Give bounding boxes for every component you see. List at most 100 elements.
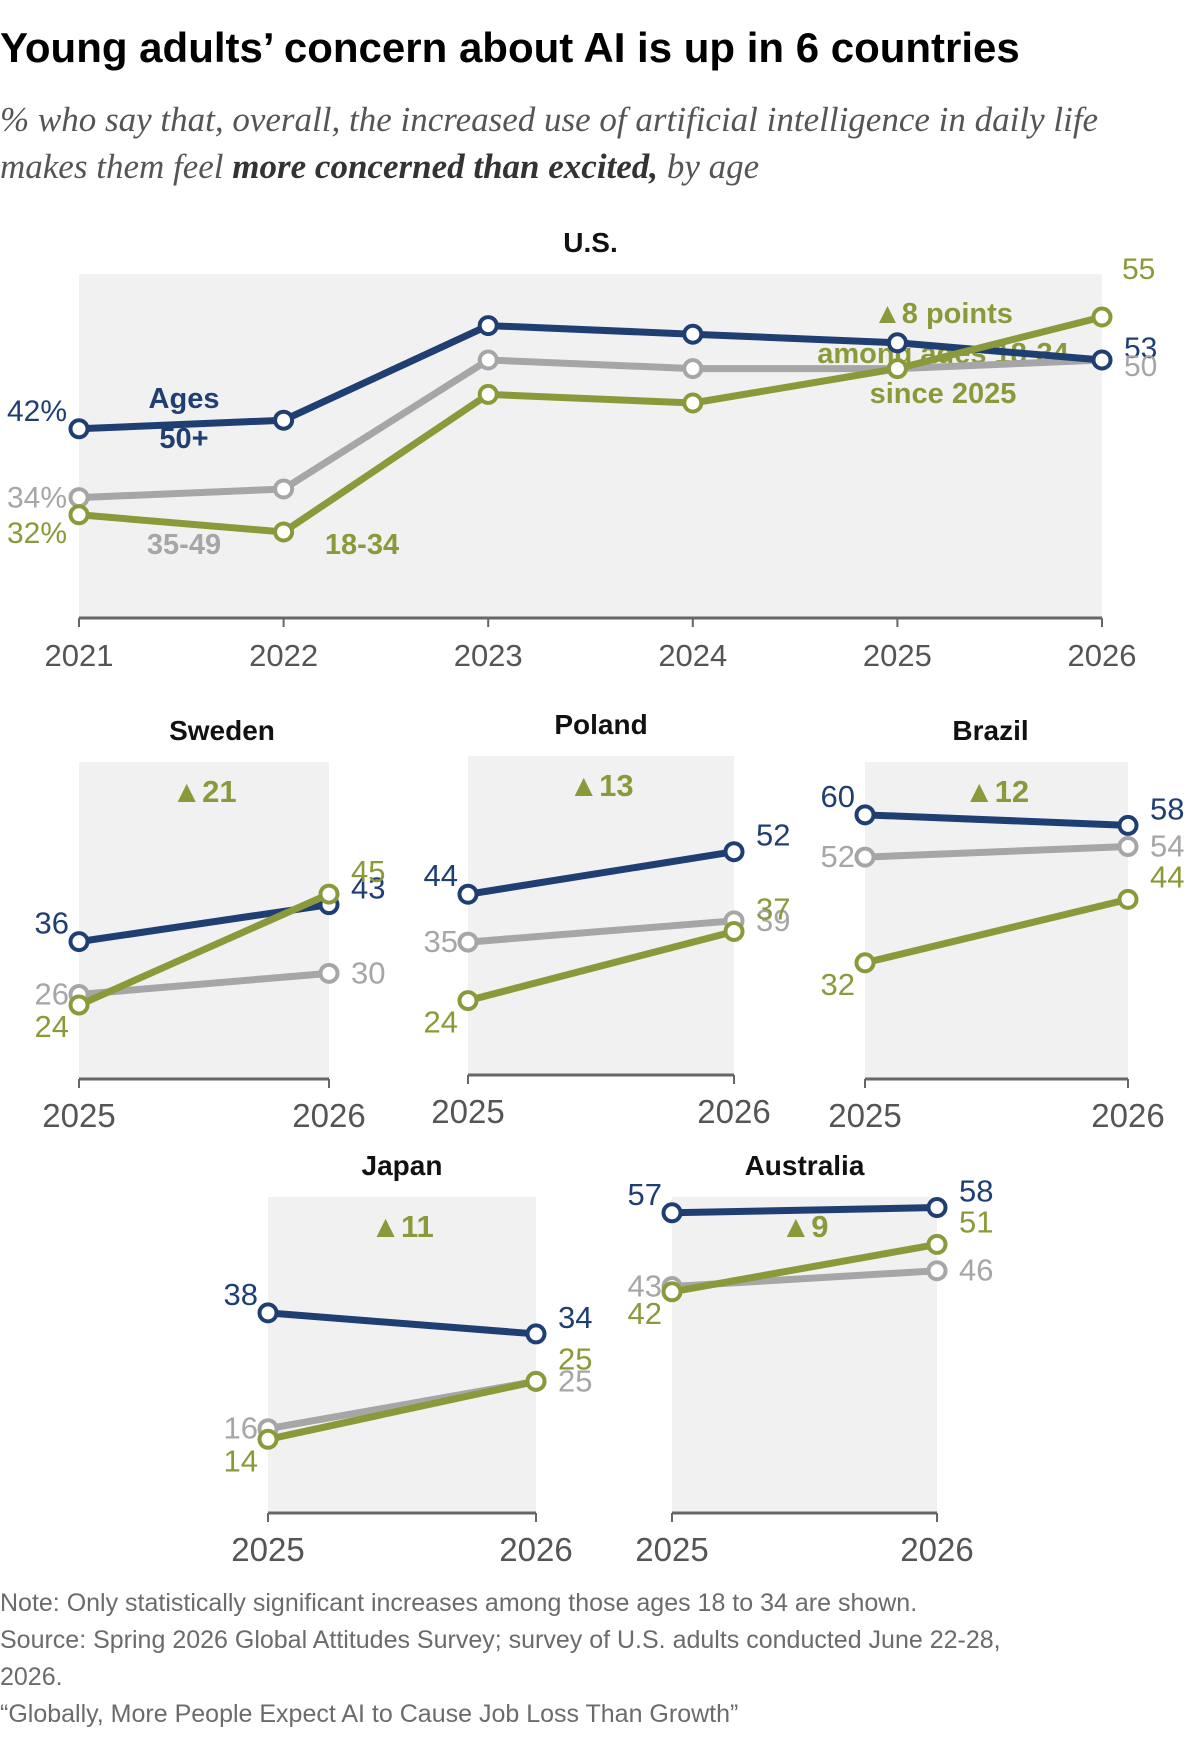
brazil-tick-label-2026: 2026 — [1091, 1097, 1164, 1134]
australia-series-35-49-point — [926, 1260, 948, 1282]
japan-plot-area — [268, 1197, 536, 1513]
japan-series-35-49-data-label: 25 — [558, 1363, 592, 1398]
sweden-series-35-49-line — [75, 969, 333, 998]
sweden-panel-title: Sweden — [169, 715, 275, 746]
u-s-increase-annotation: ▲8 points — [873, 298, 1013, 330]
sweden-series-35-49-data-label: 26 — [35, 976, 69, 1011]
japan-series-ages-50--point — [257, 1302, 279, 1324]
chart-title: Young adults’ concern about AI is up in … — [0, 24, 1020, 71]
australia-series-18-34-data-label: 51 — [959, 1204, 993, 1239]
brazil-series-18-34-data-label: 44 — [1150, 859, 1184, 894]
poland-series-35-49-data-label: 35 — [424, 924, 458, 959]
poland-increase-annotation: ▲13 — [568, 768, 633, 803]
brazil-tick-label-2025: 2025 — [828, 1097, 901, 1134]
poland-series-ages-50--point — [457, 883, 479, 905]
brazil-series-18-34-data-label: 32 — [821, 967, 855, 1002]
source-text-continued: 2026. — [0, 1663, 63, 1691]
poland-series-18-34-point — [457, 990, 479, 1012]
sweden-tick-label-2026: 2026 — [292, 1097, 365, 1134]
brazil-series-ages-50--point — [854, 804, 876, 826]
australia-tick-label-2025: 2025 — [635, 1531, 708, 1568]
u-s-series-ages-50--data-label: 42% — [7, 395, 67, 428]
poland-tick-label-2025: 2025 — [431, 1093, 504, 1130]
poland-plot-area — [468, 756, 734, 1075]
poland-series-18-34-data-label: 37 — [756, 891, 790, 926]
u-s-series-35-49-point — [477, 349, 499, 371]
u-s-increase-annotation: since 2025 — [870, 378, 1017, 410]
poland-series-ages-50--point — [723, 841, 745, 863]
japan-series-35-49-data-label: 16 — [224, 1411, 258, 1446]
brazil-series-18-34-line — [861, 895, 1132, 967]
sweden-series-18-34-data-label: 24 — [35, 1009, 69, 1044]
us-series-label-35-49: 35-49 — [147, 529, 221, 561]
poland-tick-label-2026: 2026 — [697, 1093, 770, 1130]
u-s-series-18-34-point — [682, 392, 704, 414]
sweden-series-18-34-point — [68, 994, 90, 1016]
poland-series-35-49-line — [464, 917, 738, 946]
australia-panel-title: Australia — [745, 1150, 865, 1181]
u-s-series-18-34-point — [477, 383, 499, 405]
u-s-series-35-49-point — [682, 358, 704, 380]
australia-plot-area — [672, 1197, 937, 1513]
u-s-series-18-34-point — [886, 358, 908, 380]
sweden-series-18-34-data-label: 45 — [351, 854, 385, 889]
u-s-series-35-49-point — [68, 487, 90, 509]
australia-series-ages-50--point — [926, 1197, 948, 1219]
japan-series-18-34-point — [525, 1370, 547, 1392]
japan-series-18-34-data-label: 25 — [558, 1341, 592, 1376]
poland-series-ages-50--data-label: 44 — [424, 858, 458, 893]
u-s-tick-label-2026: 2026 — [1068, 638, 1137, 673]
australia-series-ages-50--point — [661, 1202, 683, 1224]
japan-increase-annotation: ▲11 — [370, 1209, 433, 1244]
u-s-series-35-49-point — [273, 478, 295, 500]
u-s-tick-label-2021: 2021 — [45, 638, 114, 673]
u-s-series-ages-50--point — [68, 418, 90, 440]
poland-panel-title: Poland — [554, 709, 647, 740]
sweden-series-ages-50--data-label: 36 — [35, 906, 69, 941]
japan-tick-label-2025: 2025 — [231, 1531, 304, 1568]
brazil-series-35-49-line — [861, 843, 1132, 861]
brazil-series-ages-50--point — [1117, 814, 1139, 836]
u-s-series-18-34-data-label: 55 — [1122, 253, 1155, 286]
u-s-series-ages-50--point — [1091, 349, 1113, 371]
japan-series-18-34-line — [264, 1377, 540, 1443]
brazil-increase-annotation: ▲12 — [964, 774, 1029, 809]
subtitle-text-end: by age — [658, 147, 760, 186]
australia-tick-label-2026: 2026 — [900, 1531, 973, 1568]
brazil-plot-area — [865, 762, 1128, 1079]
u-s-series-ages-50--point — [682, 323, 704, 345]
australia-increase-annotation: ▲9 — [781, 1209, 829, 1244]
japan-series-ages-50--data-label: 38 — [224, 1277, 258, 1312]
us-series-label-50-plus: 50+ — [159, 423, 208, 455]
u-s-series-35-49-data-label: 34% — [7, 482, 67, 515]
sweden-series-35-49-point — [318, 962, 340, 984]
u-s-series-18-34-point — [273, 521, 295, 543]
japan-series-ages-50--line — [264, 1309, 540, 1338]
japan-series-ages-50--point — [525, 1323, 547, 1345]
poland-series-ages-50--line — [464, 848, 738, 898]
brazil-panel-title: Brazil — [952, 715, 1028, 746]
chart-figure: U.S.2021 2022 2023 2024 2025 2026▲8 pointsamo… — [7, 227, 1185, 1568]
sweden-series-ages-50--point — [68, 931, 90, 953]
u-s-series-ages-50--data-label: 53 — [1124, 332, 1157, 365]
u-s-series-18-34-line — [75, 313, 1106, 536]
poland-series-35-49-point — [457, 931, 479, 953]
subtitle-text: % who say that, overall, the increased u… — [0, 100, 1099, 186]
australia-series-18-34-data-label: 42 — [628, 1296, 662, 1331]
poland-series-18-34-point — [723, 920, 745, 942]
u-s-tick-label-2022: 2022 — [249, 638, 318, 673]
japan-series-ages-50--data-label: 34 — [558, 1300, 592, 1335]
brazil-series-ages-50--data-label: 60 — [821, 779, 855, 814]
brazil-series-35-49-point — [854, 846, 876, 868]
poland-series-18-34-data-label: 24 — [424, 1005, 458, 1040]
u-s-tick-label-2023: 2023 — [454, 638, 523, 673]
u-s-series-ages-50--point — [886, 332, 908, 354]
australia-series-ages-50--line — [668, 1204, 941, 1217]
japan-series-18-34-data-label: 14 — [224, 1443, 258, 1478]
subtitle-emphasis: more concerned than excited, — [232, 147, 659, 186]
australia-series-18-34-point — [926, 1233, 948, 1255]
u-s-tick-label-2025: 2025 — [863, 638, 932, 673]
u-s-series-35-49-line — [75, 356, 1106, 502]
u-s-series-18-34-data-label: 32% — [7, 517, 67, 550]
japan-tick-label-2026: 2026 — [499, 1531, 572, 1568]
